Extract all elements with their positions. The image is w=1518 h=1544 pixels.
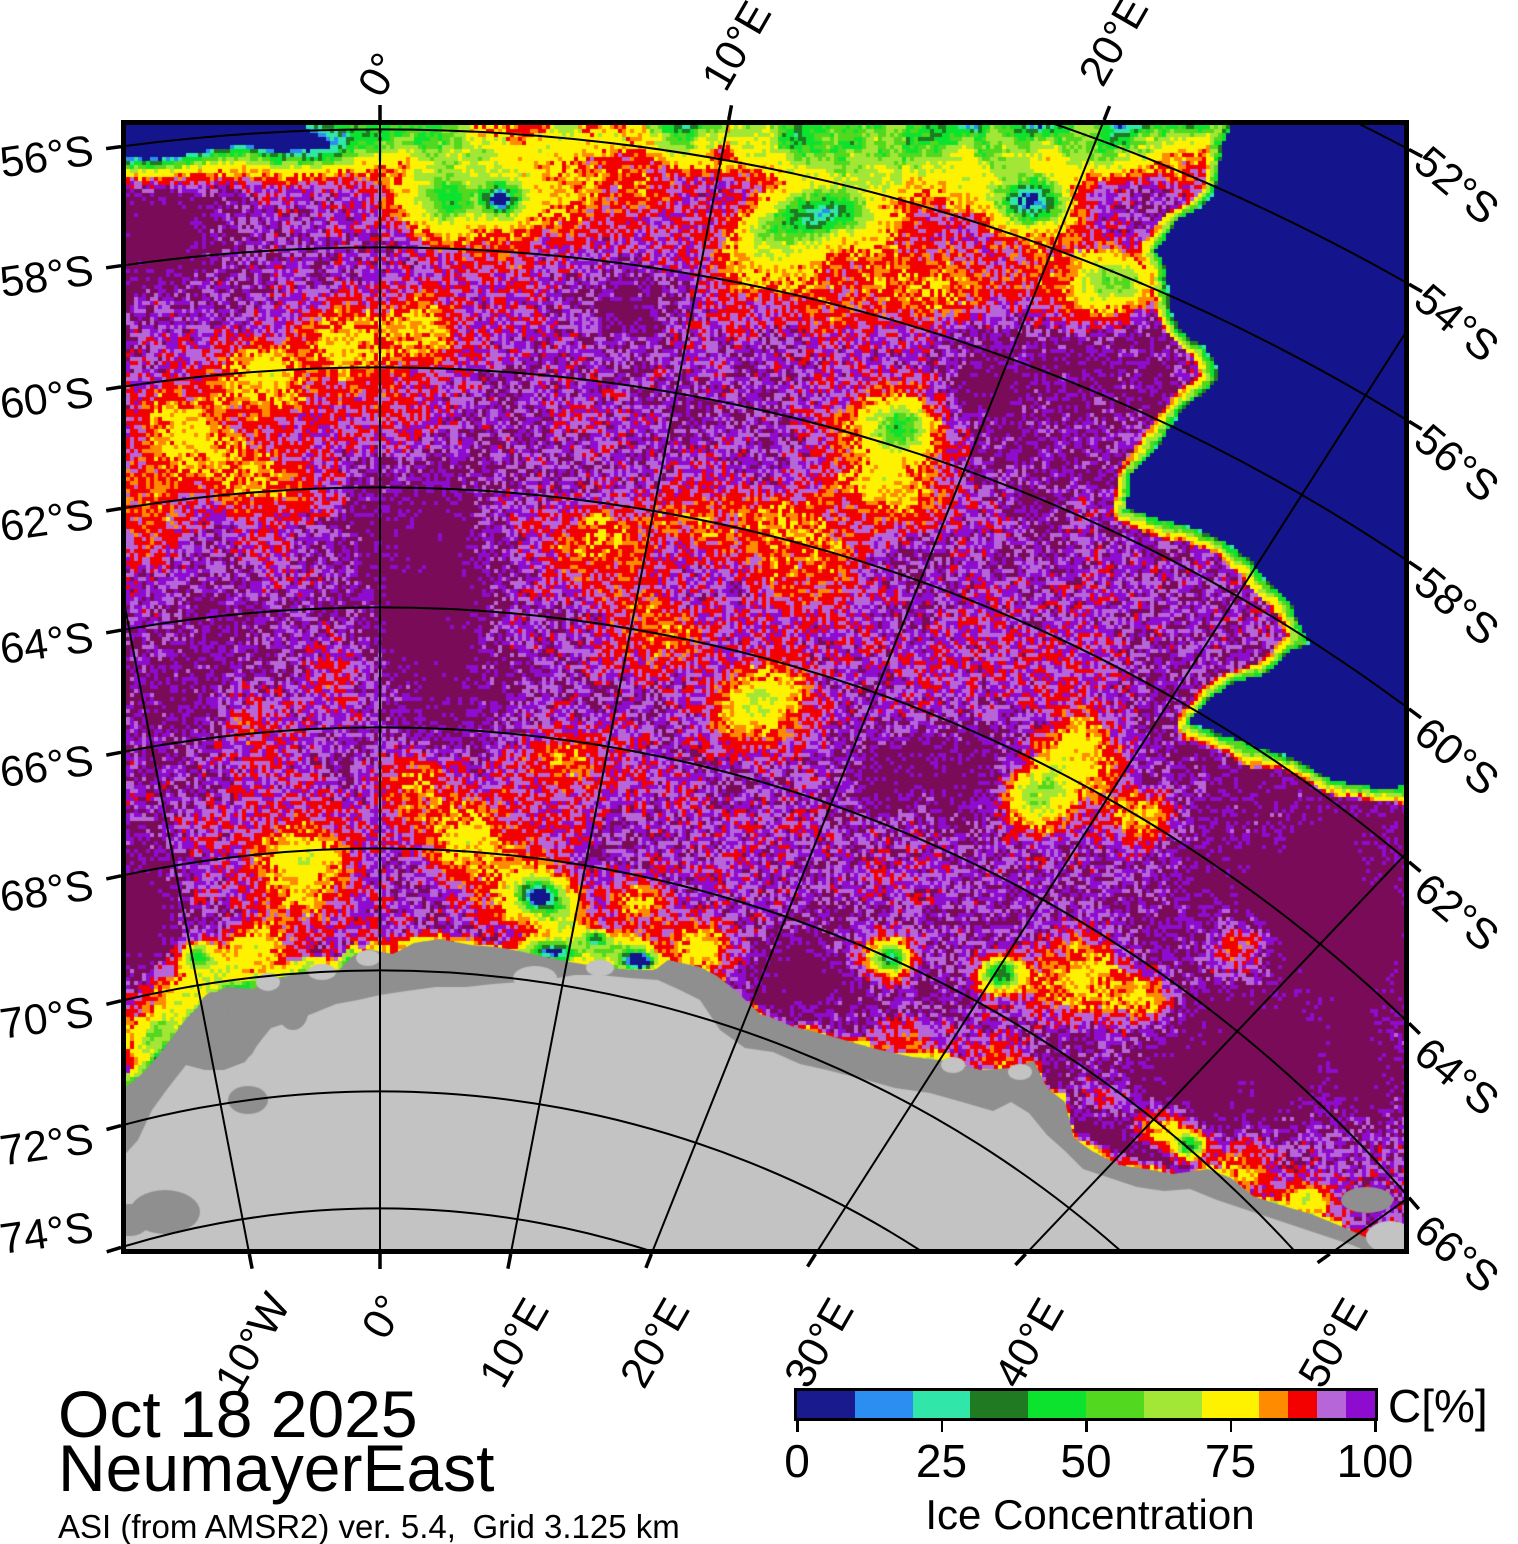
svg-text:0°: 0°: [349, 45, 411, 105]
svg-text:60°S: 60°S: [1405, 708, 1508, 805]
svg-text:70°S: 70°S: [0, 988, 96, 1049]
svg-text:50°E: 50°E: [1289, 1290, 1377, 1395]
svg-text:62°S: 62°S: [0, 491, 96, 552]
svg-text:58°S: 58°S: [1405, 558, 1508, 655]
svg-text:30°E: 30°E: [775, 1290, 863, 1395]
svg-text:66°S: 66°S: [1405, 1206, 1508, 1303]
svg-text:62°S: 62°S: [1405, 864, 1508, 961]
svg-text:64°S: 64°S: [0, 613, 96, 674]
svg-text:64°S: 64°S: [1405, 1028, 1508, 1125]
svg-text:20°E: 20°E: [1070, 0, 1158, 94]
svg-text:74°S: 74°S: [0, 1203, 96, 1264]
svg-text:72°S: 72°S: [0, 1115, 96, 1176]
svg-text:60°S: 60°S: [0, 368, 96, 429]
svg-text:20°E: 20°E: [611, 1290, 699, 1395]
svg-text:10°E: 10°E: [693, 0, 781, 99]
svg-text:40°E: 40°E: [985, 1290, 1073, 1395]
svg-text:68°S: 68°S: [0, 861, 96, 922]
svg-text:10°E: 10°E: [470, 1290, 558, 1395]
svg-text:0°: 0°: [353, 1287, 415, 1347]
svg-text:66°S: 66°S: [0, 737, 96, 798]
svg-text:58°S: 58°S: [0, 246, 96, 307]
svg-text:52°S: 52°S: [1405, 137, 1508, 234]
svg-text:56°S: 56°S: [0, 127, 96, 188]
